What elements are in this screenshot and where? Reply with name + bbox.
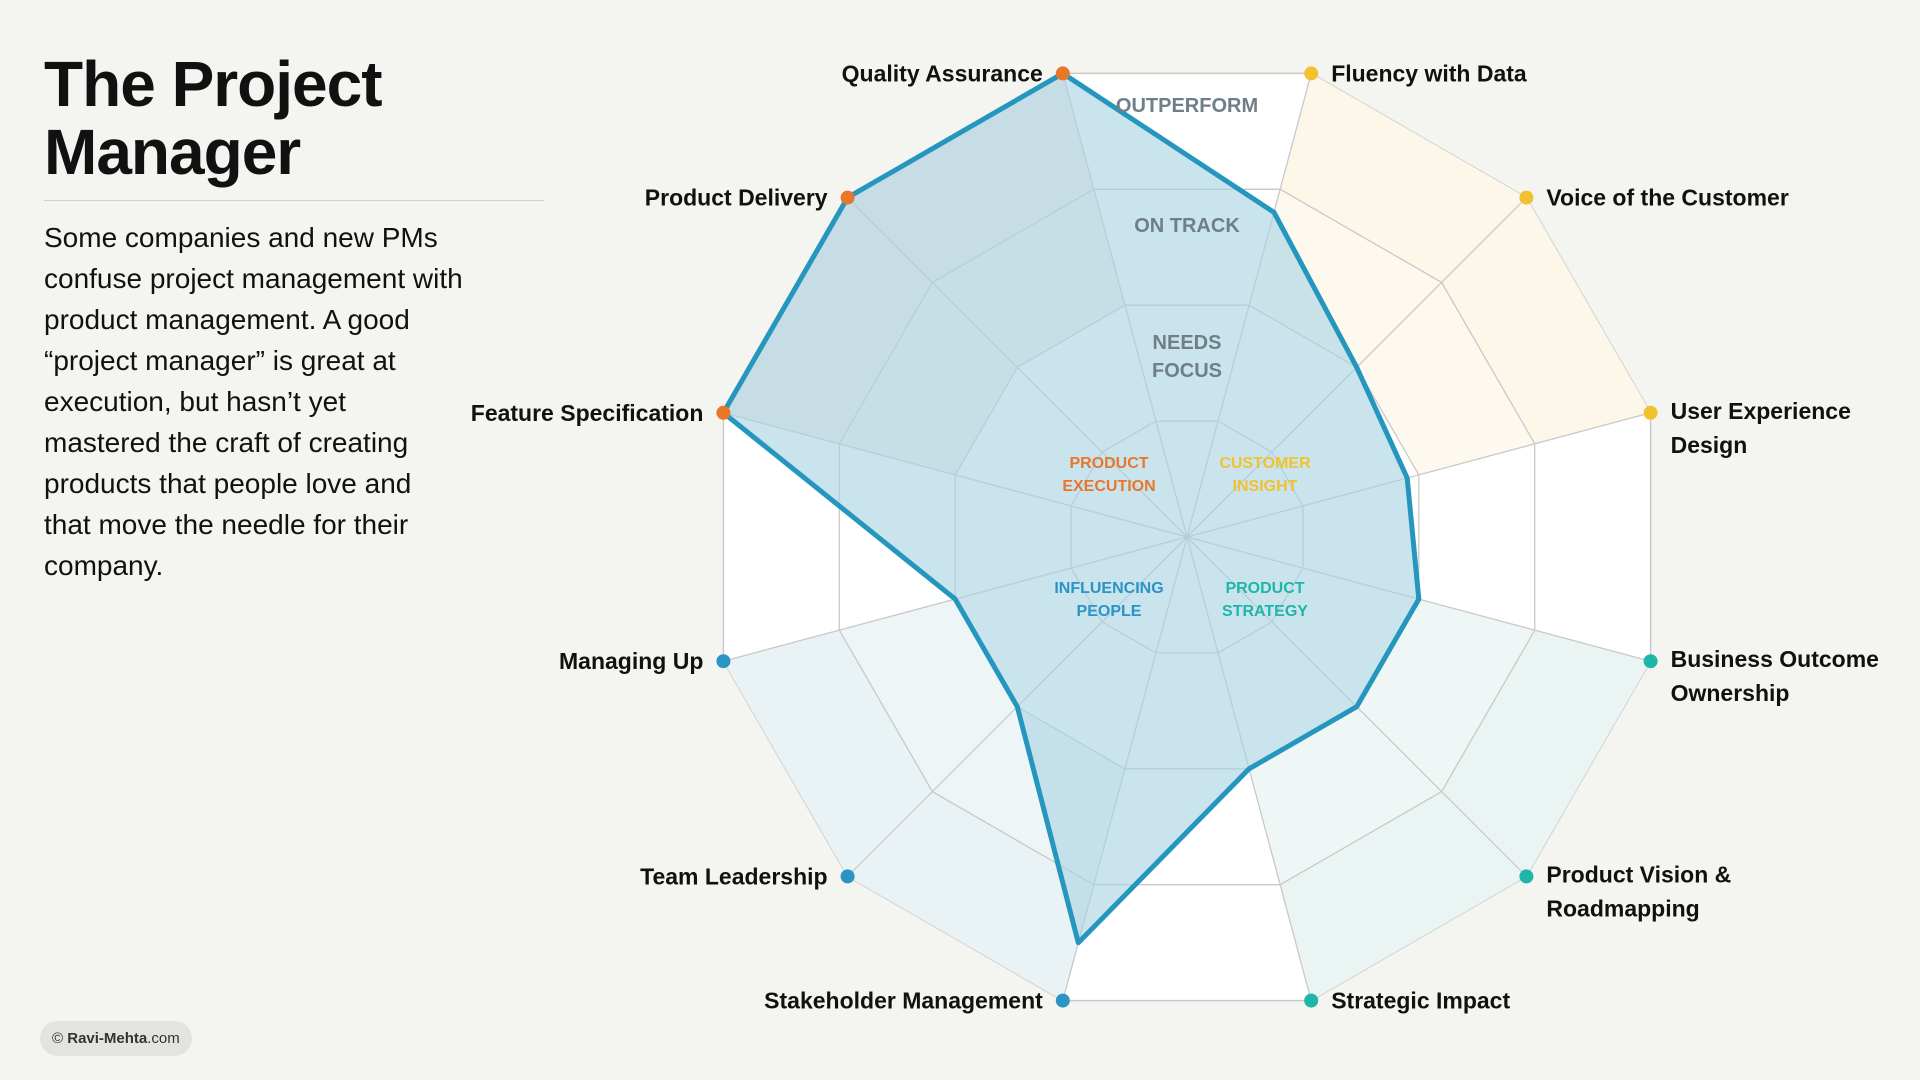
axis-label: Feature Specification: [471, 400, 704, 426]
ontrack-band-strategy: [1249, 706, 1442, 885]
axis-label: Voice of the Customer: [1546, 185, 1788, 211]
axis-dot-insight: [1519, 190, 1534, 205]
group-label-influence-2: PEOPLE: [1077, 603, 1142, 620]
axis-dot-strategy: [1519, 869, 1534, 884]
group-label-insight-2: INSIGHT: [1233, 478, 1298, 495]
series-area: [723, 73, 1419, 943]
axis-label: Product Vision &: [1546, 861, 1731, 887]
outperform-band-influence: [723, 630, 933, 877]
axis-label: Team Leadership: [640, 863, 827, 889]
axis-dot-strategy: [1643, 654, 1658, 669]
ontrack-band-strategy: [1356, 599, 1535, 792]
ring-label-needs-focus-2: FOCUS: [1152, 360, 1222, 382]
axis-dot-execution: [840, 190, 855, 205]
outperform-band-influence: [847, 791, 1094, 1001]
axis-dot-influence: [840, 869, 855, 884]
axis-label: Roadmapping: [1546, 895, 1699, 921]
axis-label: Business Outcome: [1671, 646, 1879, 672]
axis-label: Quality Assurance: [842, 60, 1043, 86]
ring-label-on-track: ON TRACK: [1134, 215, 1240, 237]
group-label-strategy: PRODUCT: [1225, 580, 1304, 597]
group-label-execution: PRODUCT: [1069, 455, 1148, 472]
ring-label-needs-focus: NEEDS: [1153, 332, 1222, 354]
description: Some companies and new PMs confuse proje…: [44, 222, 463, 581]
ring-label-outperform: OUTPERFORM: [1116, 95, 1258, 117]
credit-name: Ravi-Mehta: [67, 1030, 148, 1047]
ontrack-band-influence: [839, 599, 1018, 792]
axis-dot-execution: [716, 405, 731, 420]
group-label-strategy-2: STRATEGY: [1222, 603, 1308, 620]
title-divider: [44, 200, 544, 201]
axis-label: Strategic Impact: [1331, 988, 1510, 1014]
axis-label: Managing Up: [559, 648, 703, 674]
axis-label: Design: [1671, 432, 1748, 458]
axis-dot-influence: [1055, 993, 1070, 1008]
credit-prefix: ©: [52, 1030, 68, 1047]
axis-label: Product Delivery: [645, 185, 828, 211]
outperform-band-insight: [1441, 197, 1651, 444]
axis-dot-insight: [1304, 66, 1319, 81]
group-label-execution-2: EXECUTION: [1062, 478, 1155, 495]
group-label-influence: INFLUENCING: [1054, 580, 1163, 597]
axis-label: Fluency with Data: [1331, 60, 1527, 86]
ontrack-band-insight: [1356, 282, 1535, 475]
axis-dot-strategy: [1304, 993, 1319, 1008]
outperform-band-strategy: [1441, 630, 1651, 877]
credit-badge: © Ravi-Mehta.com: [40, 1021, 192, 1056]
axis-label: Stakeholder Management: [764, 988, 1043, 1014]
axis-label: Ownership: [1671, 680, 1790, 706]
group-label-insight: CUSTOMER: [1219, 455, 1311, 472]
axis-dot-insight: [1643, 405, 1658, 420]
axis-dot-influence: [716, 654, 731, 669]
outperform-band-insight: [1280, 73, 1527, 283]
axis-dot-execution: [1055, 66, 1070, 81]
left-panel: The Project Manager Some companies and n…: [44, 50, 544, 614]
page-title: The Project Manager: [44, 48, 383, 188]
outperform-band-strategy: [1280, 791, 1527, 1001]
credit-suffix: .com: [147, 1030, 180, 1047]
axis-label: User Experience: [1671, 398, 1851, 424]
